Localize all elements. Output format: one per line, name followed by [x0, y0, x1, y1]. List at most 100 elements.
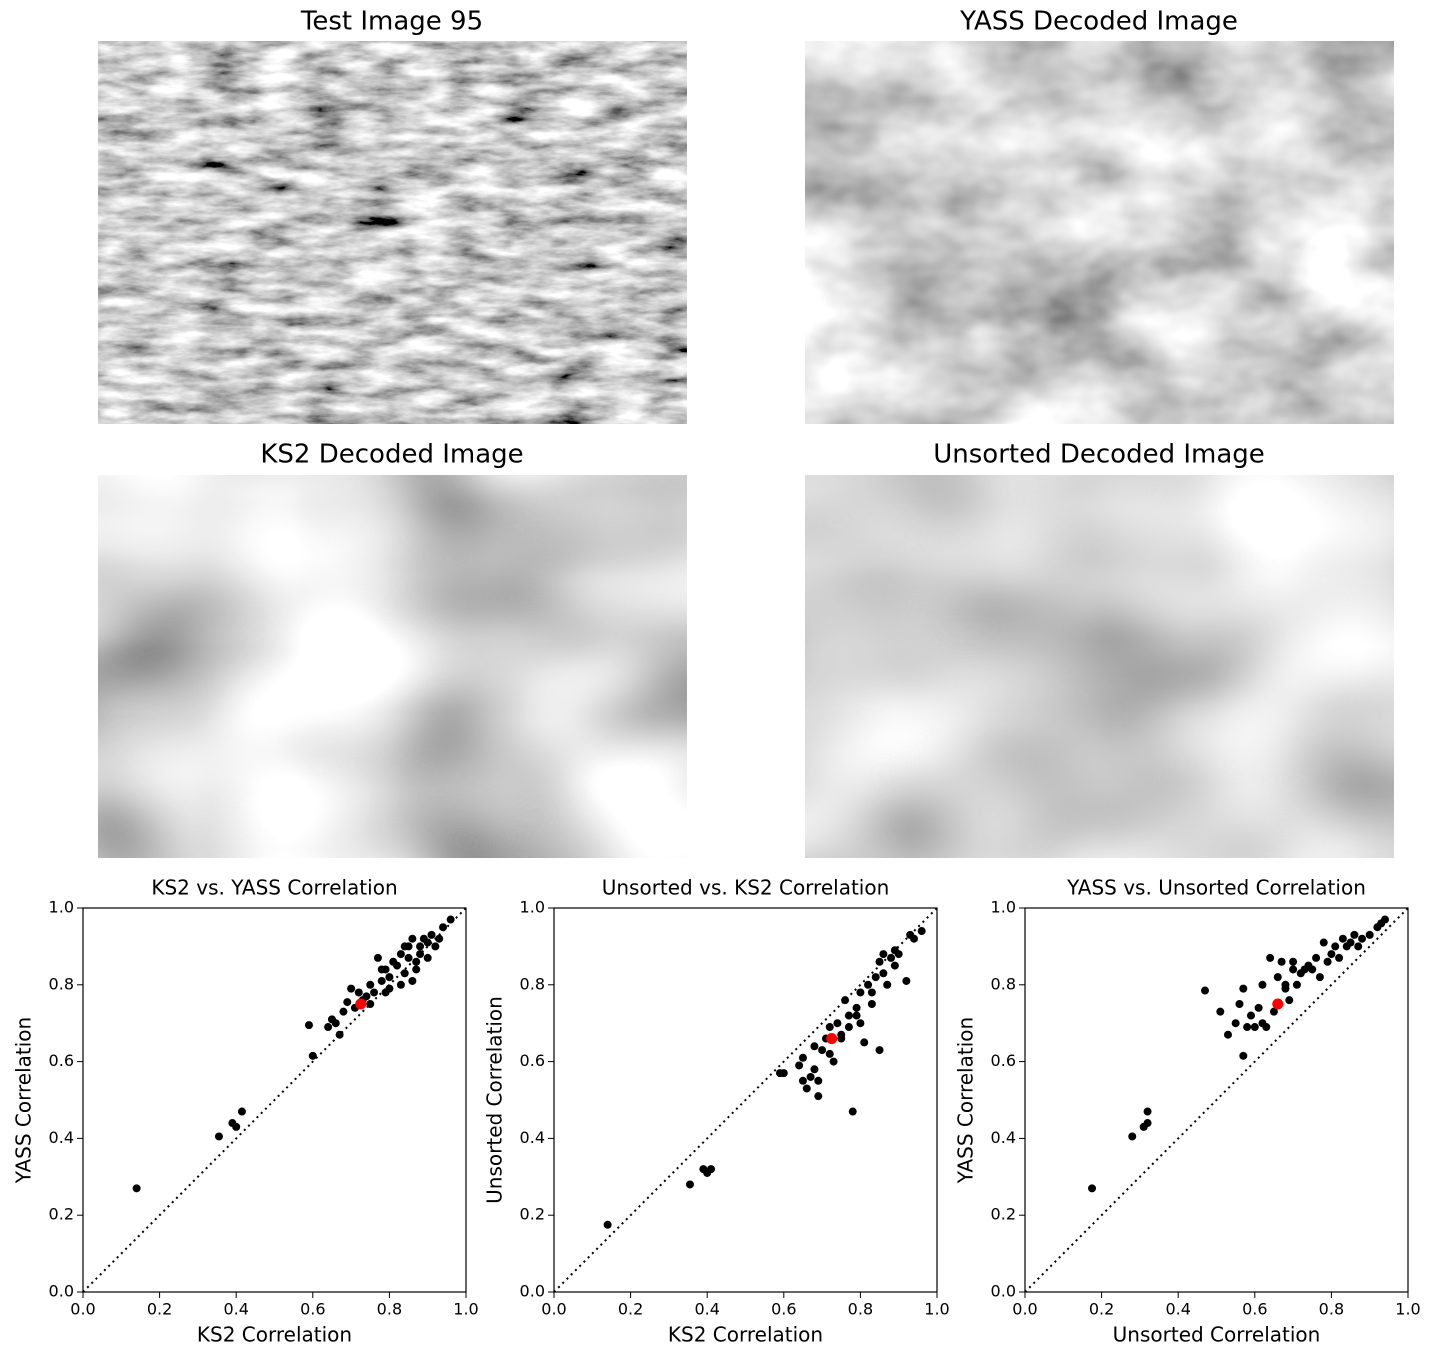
point [814, 1076, 823, 1085]
x-tick-label: 0.4 [1165, 1300, 1190, 1319]
point [416, 950, 425, 959]
point [1239, 1051, 1248, 1060]
point [377, 976, 386, 985]
image-title: YASS Decoded Image [959, 7, 1238, 37]
x-tick-label: 0.0 [1012, 1300, 1037, 1319]
point [354, 988, 363, 997]
point [1216, 1007, 1225, 1016]
point [1289, 965, 1298, 974]
point [339, 1007, 348, 1016]
image [98, 475, 687, 858]
y-tick-label: 0.2 [49, 1205, 74, 1224]
point [856, 988, 865, 997]
point [902, 976, 911, 985]
point [400, 969, 409, 978]
y-tick-label: 0.6 [520, 1051, 545, 1070]
point [1354, 942, 1363, 951]
point [810, 1042, 819, 1051]
point [1235, 1000, 1244, 1008]
point [343, 998, 352, 1007]
point [603, 1220, 612, 1229]
plot-frame [1024, 907, 1409, 1293]
point [707, 1165, 716, 1174]
point [1128, 1132, 1137, 1141]
point [852, 1003, 861, 1012]
point [237, 1107, 246, 1116]
point [214, 1132, 223, 1141]
point [423, 938, 432, 947]
point [1269, 1007, 1278, 1016]
point [366, 1000, 375, 1008]
x-tick-label: 0.6 [1242, 1300, 1267, 1319]
x-tick-label: 0.2 [618, 1300, 643, 1319]
point [818, 1046, 827, 1055]
y-tick-label: 0.8 [49, 974, 74, 993]
point [400, 942, 409, 951]
point [355, 998, 367, 1010]
point [1254, 1003, 1263, 1012]
chart-title: KS2 vs. YASS Correlation [151, 876, 397, 900]
y-tick-label: 1.0 [49, 898, 74, 917]
point [1289, 957, 1298, 966]
point [408, 934, 417, 943]
point [439, 923, 448, 932]
point [435, 934, 444, 943]
image-title: Test Image 95 [300, 7, 483, 37]
point [826, 1033, 838, 1045]
x-tick-label: 0.6 [300, 1300, 325, 1319]
point [1308, 965, 1317, 974]
point [446, 915, 455, 924]
y-tick-label: 0.4 [520, 1128, 545, 1147]
point [132, 1184, 141, 1193]
chart-title: YASS vs. Unsorted Correlation [1066, 876, 1366, 900]
y-tick-label: 0.4 [49, 1128, 74, 1147]
point [1327, 950, 1336, 959]
point [844, 1023, 853, 1032]
point [894, 950, 903, 959]
plot-frame [553, 907, 938, 1293]
point [304, 1021, 313, 1030]
point [1272, 998, 1284, 1010]
point [1285, 996, 1294, 1005]
identity-line [82, 907, 467, 1293]
image [805, 41, 1394, 424]
point [917, 927, 926, 936]
x-tick-label: 0.6 [771, 1300, 796, 1319]
point [347, 984, 356, 993]
point [837, 1034, 846, 1043]
point [1358, 934, 1367, 943]
y-tick-label: 0.6 [49, 1051, 74, 1070]
point [814, 1092, 823, 1101]
point [416, 942, 425, 951]
point [1088, 1184, 1097, 1193]
point [879, 969, 888, 978]
point [841, 996, 850, 1005]
point [1258, 1019, 1267, 1028]
image-title: KS2 Decoded Image [260, 440, 523, 470]
point [864, 980, 873, 989]
point [798, 1076, 807, 1085]
point [232, 1122, 241, 1131]
point [825, 1049, 834, 1058]
x-tick-label: 0.8 [377, 1300, 402, 1319]
point [396, 950, 405, 959]
point [335, 1030, 344, 1039]
y-tick-label: 0.0 [991, 1282, 1016, 1301]
point [810, 1065, 819, 1074]
image-title: Unsorted Decoded Image [933, 440, 1265, 470]
point [1300, 965, 1309, 974]
point [308, 1051, 317, 1060]
point [1143, 1107, 1152, 1116]
point [385, 973, 394, 982]
point [867, 1000, 876, 1008]
x-tick-label: 1.0 [1395, 1300, 1420, 1319]
y-tick-label: 0.8 [991, 974, 1016, 993]
point [871, 973, 880, 982]
y-tick-label: 0.0 [49, 1282, 74, 1301]
point [875, 957, 884, 966]
x-tick-label: 0.0 [70, 1300, 95, 1319]
y-axis-label: Unsorted Correlation [483, 996, 507, 1204]
y-tick-label: 0.4 [991, 1128, 1016, 1147]
